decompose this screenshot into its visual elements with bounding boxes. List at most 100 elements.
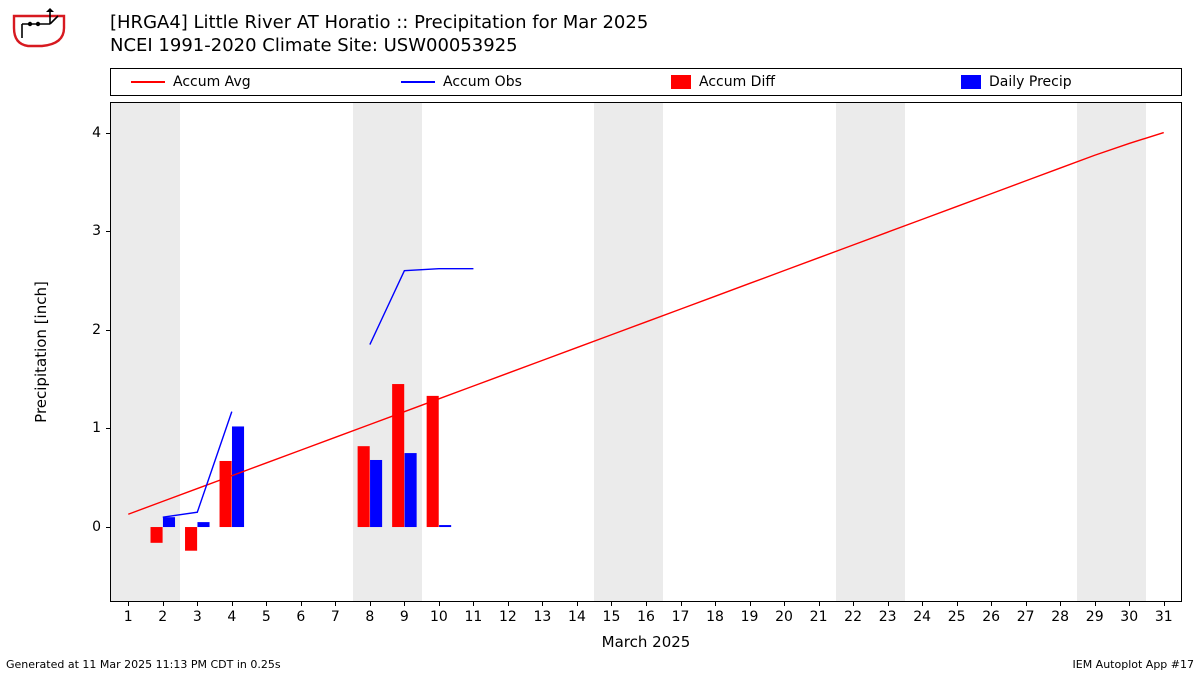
axes: Precipitation [inch] March 2025 01234123… (110, 102, 1182, 602)
bar (197, 522, 209, 527)
x-tick-mark (819, 601, 820, 606)
y-tick-label: 1 (92, 420, 101, 436)
x-tick-mark (1129, 601, 1130, 606)
x-tick-mark (888, 601, 889, 606)
y-tick-mark (106, 231, 111, 232)
x-tick-label: 10 (430, 609, 448, 625)
legend-accum-avg: Accum Avg (131, 74, 251, 90)
legend-label: Accum Diff (699, 74, 775, 90)
x-tick-mark (750, 601, 751, 606)
chart-area: Accum Avg Accum Obs Accum Diff Daily Pre… (110, 68, 1182, 628)
x-tick-mark (922, 601, 923, 606)
x-tick-mark (508, 601, 509, 606)
bar (405, 453, 417, 527)
x-tick-mark (197, 601, 198, 606)
x-tick-mark (1026, 601, 1027, 606)
x-tick-label: 27 (1017, 609, 1035, 625)
legend-daily-precip: Daily Precip (961, 74, 1072, 90)
bar (427, 396, 439, 527)
y-tick-mark (106, 330, 111, 331)
y-tick-mark (106, 527, 111, 528)
x-tick-label: 11 (464, 609, 482, 625)
x-tick-mark (266, 601, 267, 606)
x-tick-label: 3 (193, 609, 202, 625)
bar (220, 461, 232, 527)
footer-generated: Generated at 11 Mar 2025 11:13 PM CDT in… (6, 658, 281, 671)
y-tick-mark (106, 428, 111, 429)
legend-label: Daily Precip (989, 74, 1072, 90)
x-tick-label: 19 (741, 609, 759, 625)
x-tick-label: 14 (568, 609, 586, 625)
x-tick-mark (611, 601, 612, 606)
x-tick-label: 7 (331, 609, 340, 625)
x-tick-mark (646, 601, 647, 606)
x-tick-mark (542, 601, 543, 606)
line-series (128, 133, 1163, 515)
x-tick-mark (1164, 601, 1165, 606)
x-tick-mark (991, 601, 992, 606)
x-tick-label: 9 (400, 609, 409, 625)
line-swatch-red (131, 81, 165, 83)
legend-label: Accum Avg (173, 74, 251, 90)
x-tick-mark (128, 601, 129, 606)
title-line-1: [HRGA4] Little River AT Horatio :: Preci… (110, 12, 648, 35)
bar (151, 527, 163, 543)
x-tick-label: 4 (227, 609, 236, 625)
bar (392, 384, 404, 527)
iem-logo (8, 8, 70, 56)
x-tick-label: 17 (672, 609, 690, 625)
plot-svg (111, 103, 1181, 601)
y-tick-label: 2 (92, 322, 101, 338)
x-tick-label: 12 (499, 609, 517, 625)
x-tick-label: 21 (810, 609, 828, 625)
bar (439, 525, 451, 527)
x-tick-mark (784, 601, 785, 606)
y-tick-label: 0 (92, 519, 101, 535)
bar (185, 527, 197, 551)
x-tick-label: 26 (982, 609, 1000, 625)
bar (163, 517, 175, 527)
x-tick-mark (232, 601, 233, 606)
x-tick-label: 28 (1051, 609, 1069, 625)
x-tick-mark (957, 601, 958, 606)
x-tick-label: 6 (296, 609, 305, 625)
x-tick-mark (163, 601, 164, 606)
line-series (370, 269, 474, 345)
legend-label: Accum Obs (443, 74, 522, 90)
x-tick-label: 23 (879, 609, 897, 625)
x-tick-mark (681, 601, 682, 606)
chart-title: [HRGA4] Little River AT Horatio :: Preci… (110, 12, 648, 57)
x-tick-label: 2 (158, 609, 167, 625)
x-tick-label: 16 (637, 609, 655, 625)
bar (358, 446, 370, 527)
y-tick-label: 4 (92, 125, 101, 141)
legend: Accum Avg Accum Obs Accum Diff Daily Pre… (110, 68, 1182, 96)
x-tick-label: 1 (124, 609, 133, 625)
footer-app: IEM Autoplot App #17 (1073, 658, 1195, 671)
legend-accum-obs: Accum Obs (401, 74, 522, 90)
x-tick-mark (404, 601, 405, 606)
x-tick-label: 29 (1086, 609, 1104, 625)
x-axis-label: March 2025 (602, 633, 691, 651)
x-tick-label: 13 (534, 609, 552, 625)
x-tick-mark (301, 601, 302, 606)
x-tick-label: 31 (1155, 609, 1173, 625)
bar (232, 426, 244, 527)
x-tick-mark (715, 601, 716, 606)
x-tick-label: 22 (844, 609, 862, 625)
x-tick-label: 5 (262, 609, 271, 625)
x-tick-mark (1095, 601, 1096, 606)
x-tick-mark (577, 601, 578, 606)
x-tick-label: 20 (775, 609, 793, 625)
x-tick-mark (853, 601, 854, 606)
line-swatch-blue (401, 81, 435, 83)
y-tick-mark (106, 133, 111, 134)
x-tick-label: 24 (913, 609, 931, 625)
x-tick-mark (335, 601, 336, 606)
x-tick-mark (473, 601, 474, 606)
x-tick-mark (439, 601, 440, 606)
x-tick-label: 30 (1120, 609, 1138, 625)
x-tick-mark (370, 601, 371, 606)
x-tick-label: 15 (603, 609, 621, 625)
bar-swatch-red (671, 75, 691, 89)
